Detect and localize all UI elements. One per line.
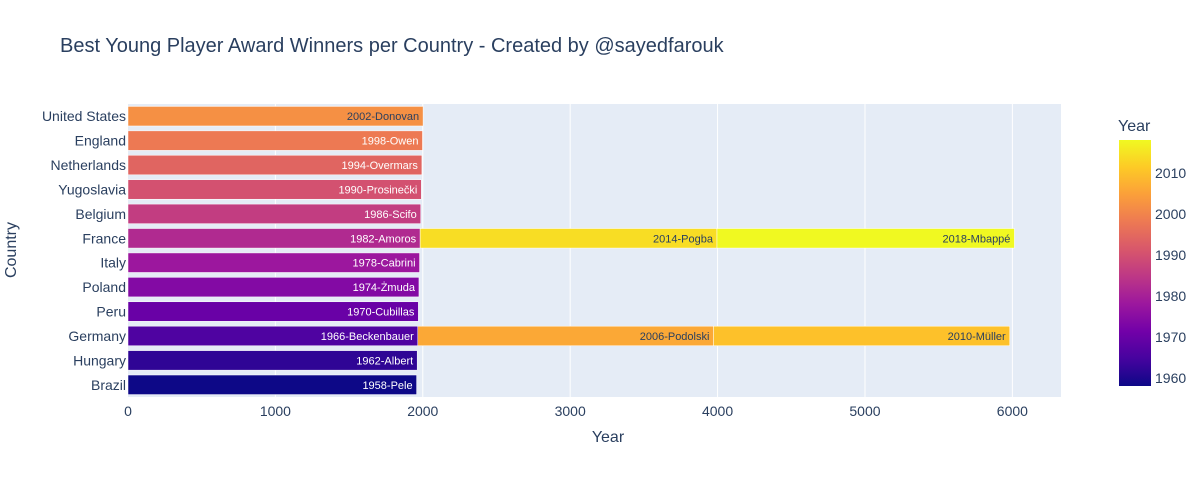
bar-label: 2006-Podolski [640, 331, 710, 343]
bar-labels: 1958-Pele 1962-Albert 1966-Beckenbauer 1970… [321, 111, 1011, 392]
colorbar-tick-label: 1990 [1155, 247, 1186, 263]
bar-label: 1986-Scifo [364, 209, 417, 221]
bar-label: 2010-Müller [948, 331, 1006, 343]
x-tick-label: 4000 [702, 403, 733, 419]
colorbar [1119, 140, 1151, 386]
y-tick-label: Brazil [91, 377, 126, 393]
y-tick-label: England [75, 133, 126, 149]
x-axis-ticks: 0 1000 2000 3000 4000 5000 6000 [124, 403, 1028, 419]
y-tick-label: Belgium [75, 206, 126, 222]
bar-label: 1970-Cubillas [347, 307, 415, 319]
bar-label: 1974-Żmuda [353, 281, 416, 294]
bar-label: 2014-Pogba [653, 233, 714, 245]
x-axis-title: Year [592, 429, 625, 446]
bar-label: 1966-Beckenbauer [321, 331, 414, 343]
bar-label: 1962-Albert [356, 355, 413, 367]
bar [127, 155, 423, 176]
x-tick-label: 2000 [407, 403, 438, 419]
colorbar-tick-label: 1960 [1155, 370, 1186, 386]
bar-label: 1994-Overmars [341, 160, 418, 172]
bar-label: 2018-Mbappé [943, 233, 1011, 245]
bar-label: 1982-Amoros [350, 233, 417, 245]
gridlines [274, 104, 1013, 397]
x-tick-label: 0 [124, 403, 132, 419]
bar [127, 350, 418, 371]
bar [127, 277, 420, 298]
y-tick-label: Germany [68, 328, 126, 344]
bar [127, 130, 423, 151]
y-tick-label: Netherlands [51, 157, 127, 173]
bar [127, 252, 420, 273]
bar [127, 203, 421, 224]
bar [716, 228, 1015, 249]
bar-label: 1998-Owen [362, 136, 419, 148]
x-tick-label: 1000 [260, 403, 291, 419]
bar-label: 1978-Cabrini [353, 258, 416, 270]
colorbar-tick-label: 1970 [1155, 329, 1186, 345]
y-tick-label: United States [42, 108, 126, 124]
y-tick-label: France [82, 230, 126, 246]
colorbar-tick-label: 2010 [1155, 165, 1186, 181]
colorbar-tick-label: 2000 [1155, 206, 1186, 222]
bars [127, 106, 1015, 395]
y-tick-label: Poland [82, 279, 126, 295]
y-tick-label: Peru [96, 304, 126, 320]
bar-label: 2002-Donovan [347, 111, 419, 123]
colorbar-ticks: 1960 1970 1980 1990 2000 2010 [1155, 165, 1186, 386]
bar [713, 325, 1010, 346]
x-tick-label: 5000 [849, 403, 880, 419]
y-axis-ticks: Brazil Hungary Germany Peru Poland Italy Franc… [42, 108, 126, 393]
x-tick-label: 3000 [555, 403, 586, 419]
bar [127, 301, 419, 322]
chart-title: Best Young Player Award Winners per Coun… [60, 35, 725, 57]
bar-label: 1990-Prosinečki [338, 184, 417, 196]
plot-background [128, 104, 1061, 397]
y-tick-label: Yugoslavia [58, 181, 126, 197]
y-tick-label: Italy [100, 255, 126, 271]
bar [127, 106, 424, 127]
y-tick-label: Hungary [73, 352, 126, 368]
y-axis-title: Country [3, 222, 20, 278]
colorbar-title: Year [1118, 118, 1151, 135]
bar [127, 179, 422, 200]
x-tick-label: 6000 [997, 403, 1028, 419]
bar [127, 374, 417, 395]
colorbar-tick-label: 1980 [1155, 288, 1186, 304]
bar-label: 1958-Pele [362, 380, 412, 392]
